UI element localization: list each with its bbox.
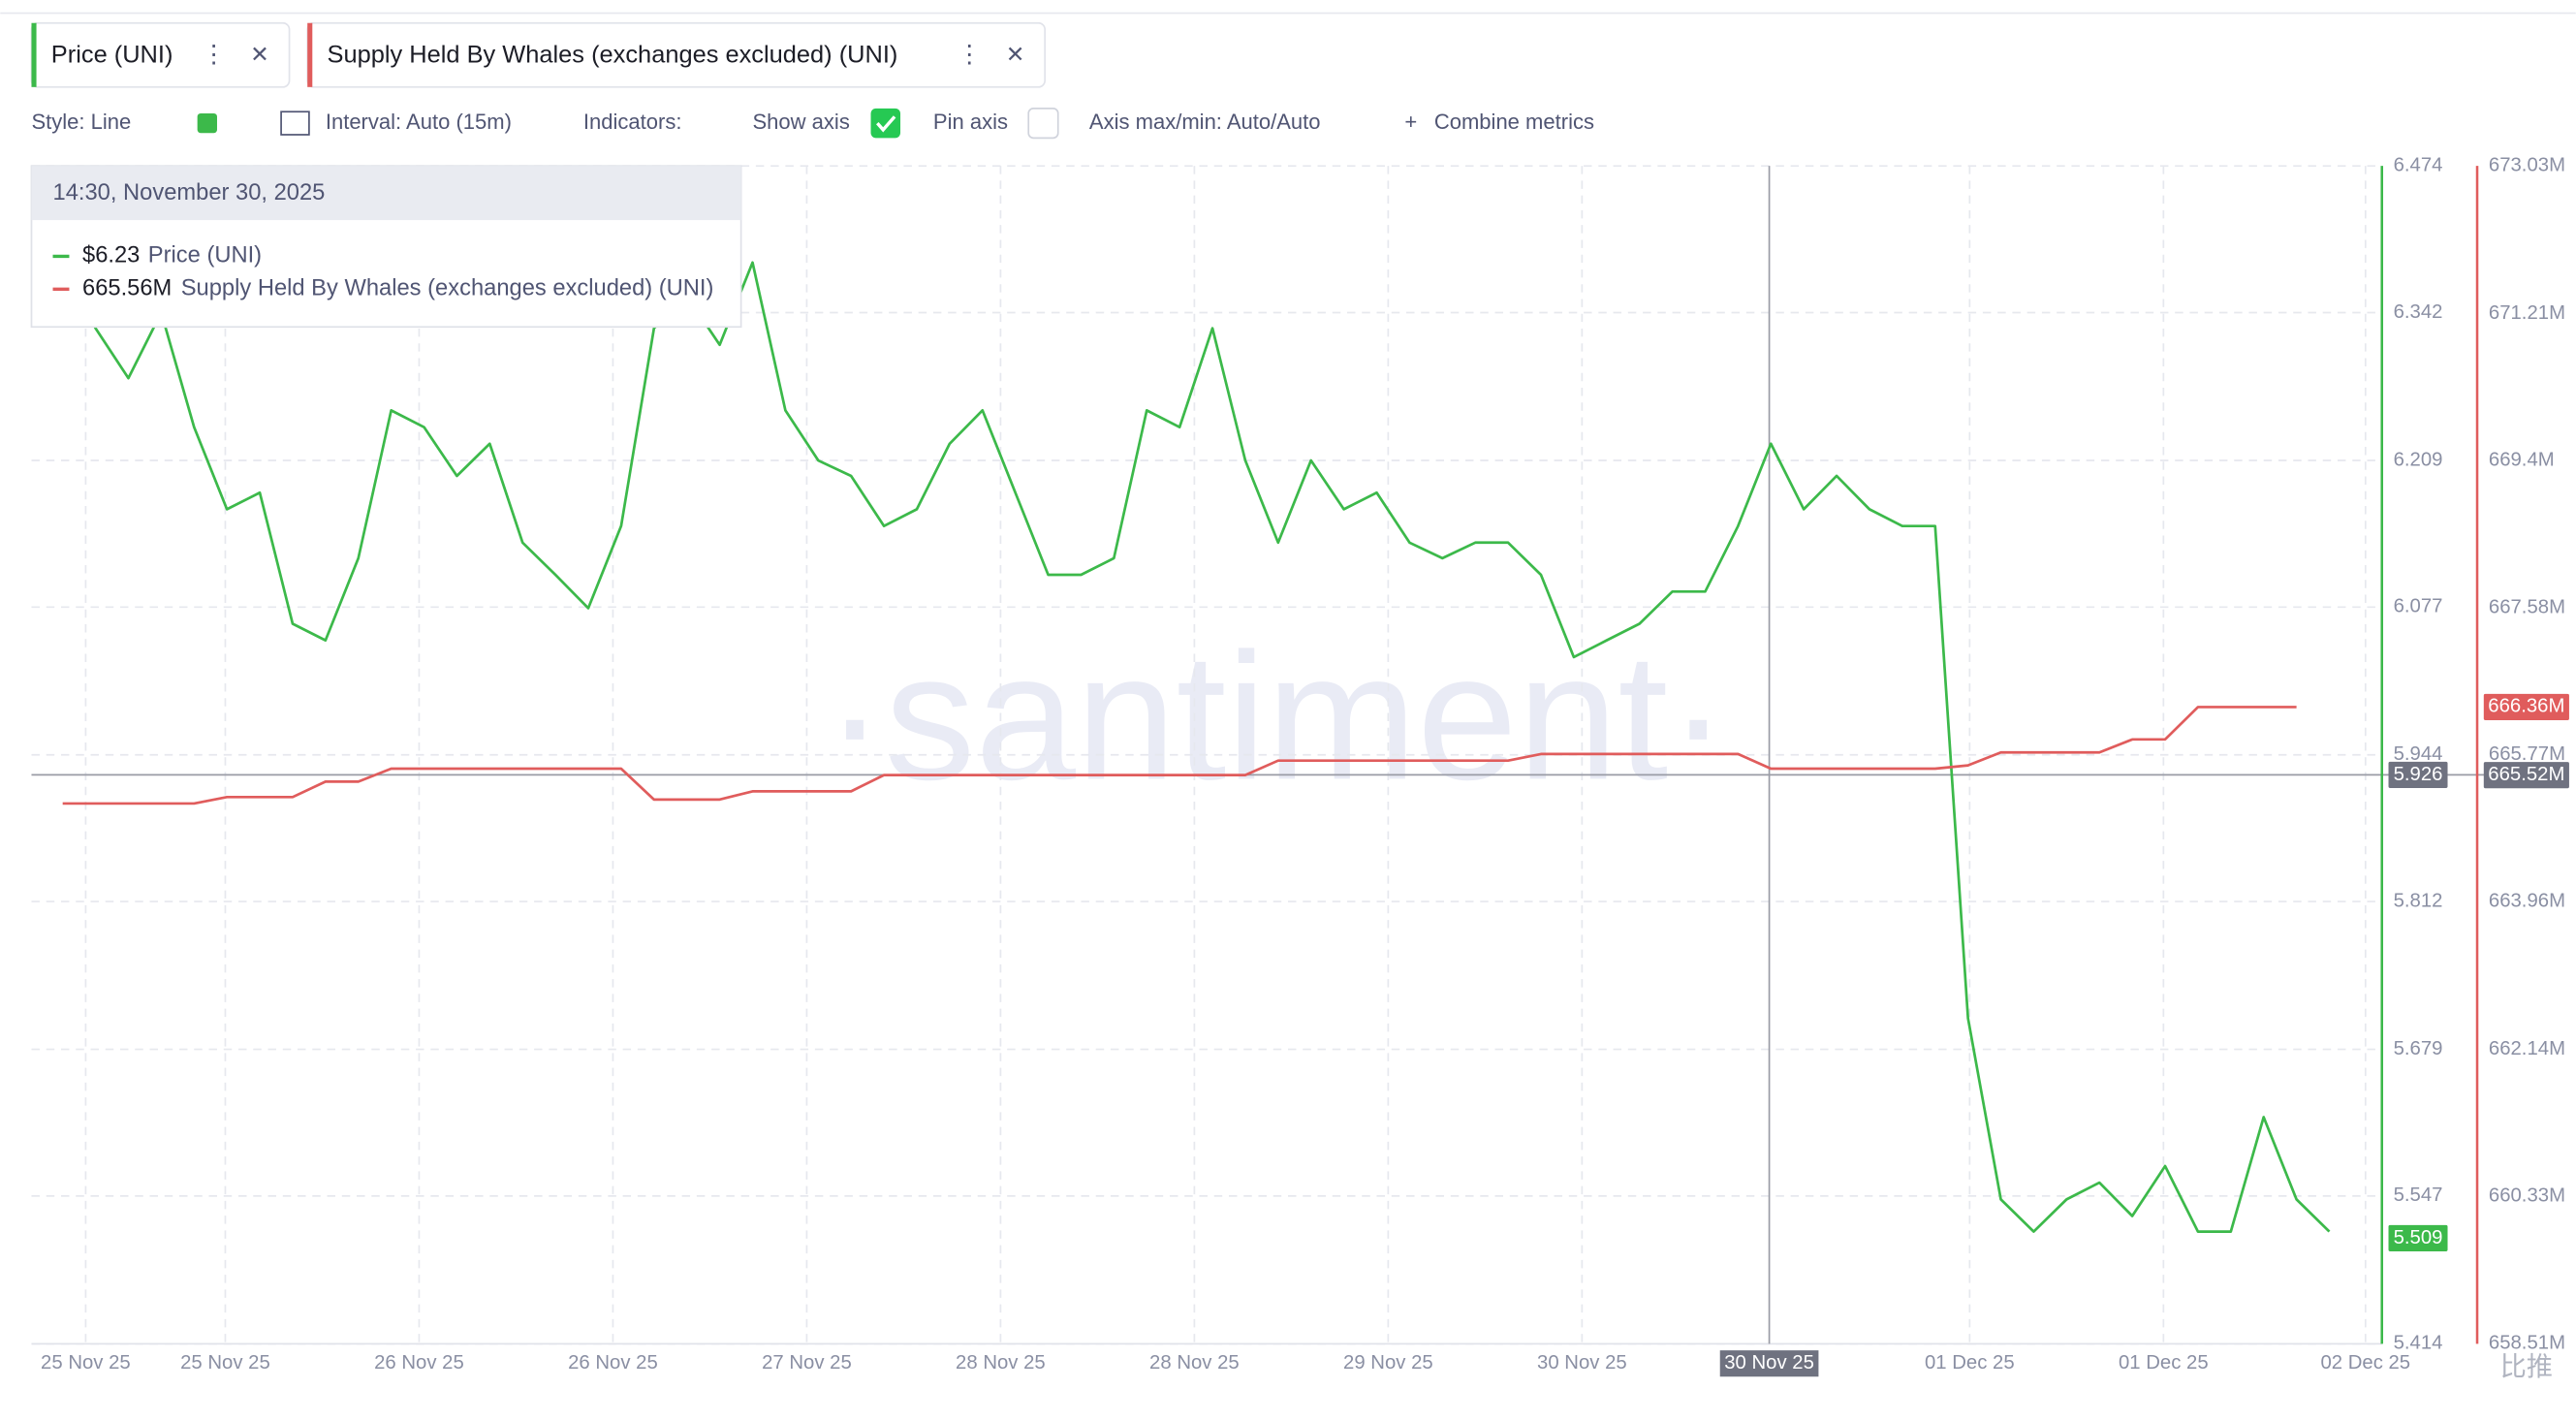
y-tick-label: 5.414 <box>2394 1333 2443 1354</box>
plot: 6.474 6.342 6.209 6.077 5.944 5.812 5.679 5.547… <box>31 155 2569 1377</box>
axis-range-select[interactable]: Axis max/min: Auto/Auto <box>1089 110 1321 134</box>
last-price-label-bg <box>2388 1224 2448 1251</box>
y-tick-label: 6.209 <box>2394 449 2443 470</box>
color-picker[interactable] <box>197 112 217 134</box>
tab-close[interactable]: ✕ <box>1006 43 1025 68</box>
x-tick-label: 01 Dec 25 <box>2119 1352 2209 1374</box>
last-price-label: 5.509 <box>2394 1227 2443 1248</box>
crosshair-x-bg <box>1719 1350 1819 1377</box>
check-icon <box>876 115 896 133</box>
y2-tick-label: 667.58M <box>2489 597 2565 618</box>
y2-tick-label: 673.03M <box>2489 155 2565 176</box>
y-tick-label: 6.077 <box>2394 596 2443 617</box>
tooltip-name: Price (UNI) <box>148 243 262 268</box>
tooltip-name: Supply Held By Whales (exchanges exclude… <box>181 276 714 301</box>
tab-color <box>307 22 313 87</box>
tooltip-header <box>31 166 741 221</box>
interval-select[interactable]: Interval: Auto (15m) <box>326 110 512 134</box>
show-axis-checkbox[interactable] <box>870 108 901 139</box>
tab[interactable]: Supply Held By Whales (exchanges exclude… <box>306 21 1047 88</box>
x-tick-label: 26 Nov 25 <box>568 1352 658 1374</box>
tab-close[interactable]: ✕ <box>250 43 269 68</box>
last-supply-label: 666.36M <box>2488 696 2564 717</box>
x-tick-label: 28 Nov 25 <box>1149 1352 1240 1374</box>
crosshair-y-label: 5.926 <box>2394 764 2443 785</box>
tooltip: 14:30, November 30, 2025 $6.23 Price (UN… <box>30 165 742 329</box>
crosshair-y2-label: 665.52M <box>2488 764 2564 785</box>
last-supply-label-bg <box>2483 693 2569 720</box>
show-axis-label[interactable]: Show axis <box>752 110 849 134</box>
indicators-select[interactable]: Indicators: <box>583 110 682 134</box>
watermark: ·santiment· <box>825 615 1728 817</box>
tab-label[interactable]: Supply Held By Whales (exchanges exclude… <box>328 41 898 68</box>
y-tick-label: 5.944 <box>2394 743 2443 765</box>
crosshair-x-label: 30 Nov 25 <box>1724 1352 1814 1374</box>
x-tick-label: 01 Dec 25 <box>1925 1352 2015 1374</box>
x-tick-label: 02 Dec 25 <box>2320 1352 2410 1374</box>
crosshair-y-label-bg <box>2388 761 2448 788</box>
tooltip-value: 665.56M <box>82 276 172 301</box>
y-tick-label: 5.812 <box>2394 890 2443 911</box>
pin-axis-label[interactable]: Pin axis <box>933 110 1008 134</box>
tab-label[interactable]: Price (UNI) <box>51 41 173 68</box>
y2-tick-label: 669.4M <box>2489 449 2555 470</box>
x-tick-label: 26 Nov 25 <box>374 1352 464 1374</box>
tab-menu[interactable]: ⋮ <box>202 41 226 68</box>
pin-axis-checkbox[interactable] <box>1027 108 1059 140</box>
tab[interactable]: Price (UNI) ⋮ ✕ <box>30 21 291 88</box>
series-line <box>62 706 2297 805</box>
interval-icon <box>280 111 310 136</box>
y-tick-label: 5.547 <box>2394 1184 2443 1206</box>
plus-icon: + <box>1404 110 1417 134</box>
tooltip-value: $6.23 <box>82 243 140 268</box>
x-tick-label: 25 Nov 25 <box>41 1352 131 1374</box>
corner-mark: 比推 <box>2500 1351 2553 1381</box>
tooltip-date: 14:30, November 30, 2025 <box>53 180 326 205</box>
series-line <box>61 261 2331 1233</box>
style-select[interactable]: Style: Line <box>31 110 131 134</box>
y-tick-label: 6.342 <box>2394 301 2443 323</box>
x-tick-label: 29 Nov 25 <box>1343 1352 1433 1374</box>
tab-menu[interactable]: ⋮ <box>958 41 982 68</box>
crosshair-y2-label-bg <box>2483 762 2569 789</box>
y2-tick-label: 663.96M <box>2489 891 2565 912</box>
x-tick-label: 28 Nov 25 <box>956 1352 1046 1374</box>
combine-metrics[interactable]: Combine metrics <box>1434 110 1594 134</box>
x-tick-label: 30 Nov 25 <box>1537 1352 1627 1374</box>
y2-tick-label: 660.33M <box>2489 1184 2565 1206</box>
x-tick-label: 27 Nov 25 <box>762 1352 852 1374</box>
y2-tick-label: 658.51M <box>2489 1333 2565 1354</box>
y2-tick-label: 665.77M <box>2489 743 2565 765</box>
x-tick-label: 25 Nov 25 <box>180 1352 270 1374</box>
y-tick-label: 6.474 <box>2394 155 2443 176</box>
tab-color <box>31 22 37 87</box>
y2-tick-label: 662.14M <box>2489 1038 2565 1059</box>
y2-tick-label: 671.21M <box>2489 302 2565 324</box>
y-tick-label: 5.679 <box>2394 1038 2443 1059</box>
